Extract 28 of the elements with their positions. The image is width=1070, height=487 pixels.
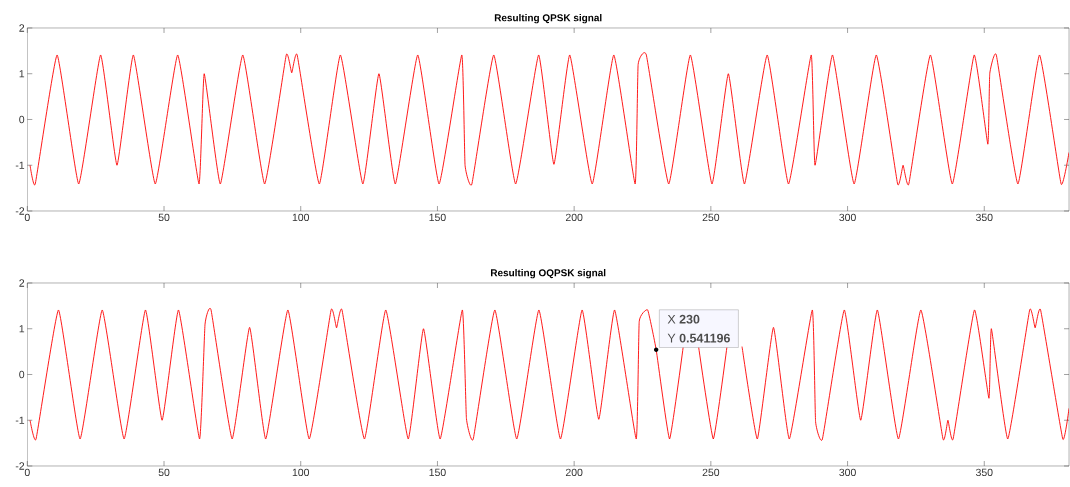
x-tick-label: 150 (429, 213, 446, 222)
y-tick-label: 1 (19, 325, 25, 333)
y-tick-label: -1 (15, 161, 25, 169)
x-tick-label: 200 (565, 468, 583, 477)
x-tick-label: 300 (839, 468, 856, 477)
x-tick-label: 250 (702, 213, 720, 222)
y-tick-label: -2 (15, 462, 25, 470)
chart-title: Resulting QPSK signal (494, 13, 602, 24)
x-tick-label: 100 (292, 213, 310, 222)
x-tick-label: 300 (839, 213, 856, 222)
y-tick-label: 2 (19, 24, 25, 32)
y-tick-label: 1 (19, 70, 25, 78)
x-tick-label: 150 (429, 468, 446, 477)
y-tick-label: 0 (19, 370, 25, 379)
x-tick-label: 250 (702, 468, 720, 477)
annotation: X 230 (667, 314, 700, 324)
annotation: Y 0.541196 (667, 333, 730, 343)
x-tick-label: 350 (975, 213, 993, 222)
x-tick-label: 200 (565, 213, 583, 222)
y-tick-label: 2 (19, 279, 25, 287)
y-tick-label: -2 (15, 207, 25, 215)
x-tick-label: 350 (975, 468, 993, 477)
x-tick-label: 50 (158, 213, 170, 222)
x-tick-label: 100 (292, 468, 310, 477)
x-tick-label: 50 (158, 468, 170, 477)
chart-title: Resulting OQPSK signal (491, 268, 606, 279)
y-tick-label: 0 (19, 115, 25, 124)
y-tick-label: -1 (15, 416, 25, 424)
